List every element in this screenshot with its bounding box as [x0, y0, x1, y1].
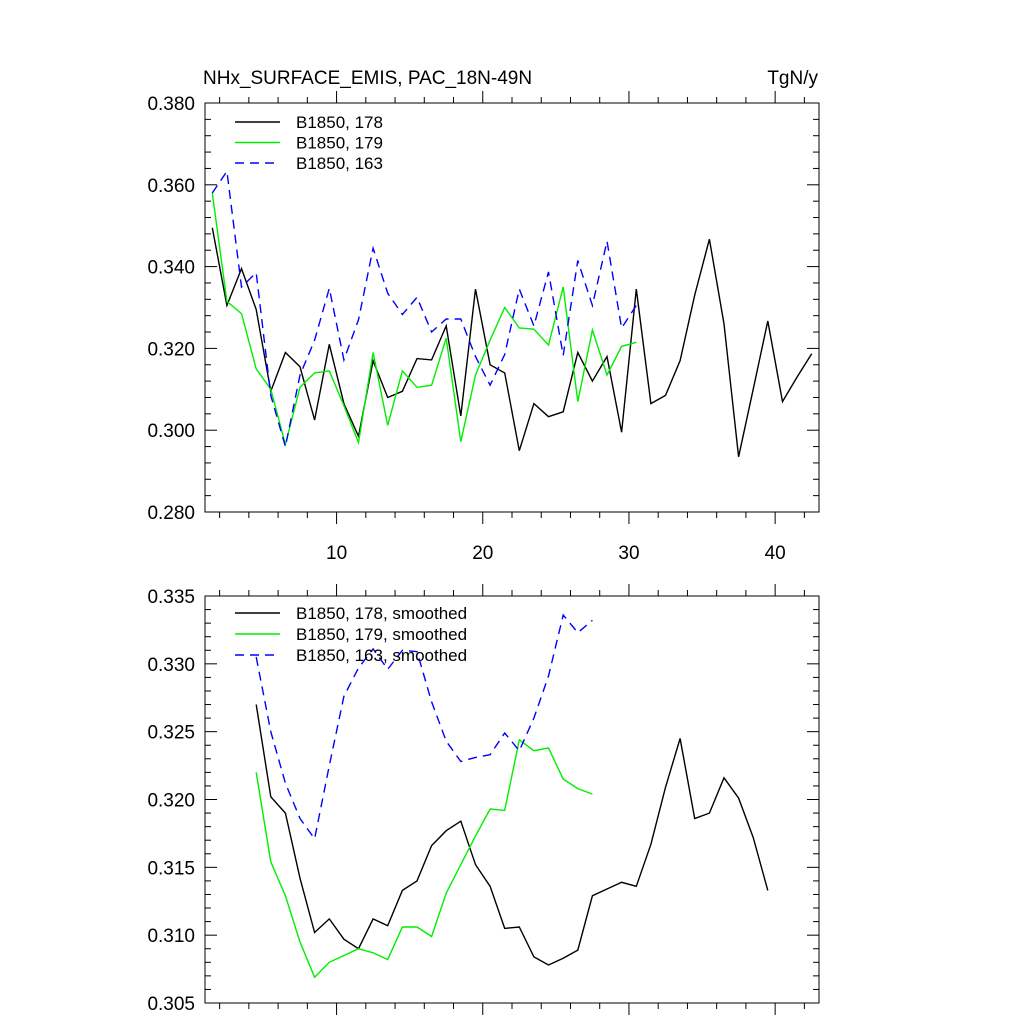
series-line	[211, 227, 813, 457]
top-series-lines	[211, 169, 813, 457]
y-tick-label: 0.320	[147, 791, 195, 812]
y-tick-label: 0.315	[147, 858, 195, 879]
top-axis-ticks: 0.280 0.300 0.320 0.340 0.360 0.380 10 20 30 40	[147, 91, 819, 564]
bottom-panel: 0.305 0.310 0.315 0.320 0.325 0.330 0.335 B185…	[147, 584, 820, 1015]
bottom-series-lines	[255, 613, 769, 979]
legend-label: B1850, 178, smoothed	[296, 604, 467, 623]
chart-title: NHx_SURFACE_EMIS, PAC_18N-49N	[203, 68, 532, 89]
legend-label: B1850, 179	[296, 134, 383, 153]
legend-label: B1850, 163	[296, 154, 383, 173]
top-plot-frame	[204, 102, 820, 513]
legend-label: B1850, 179, smoothed	[296, 625, 467, 644]
legend-label: B1850, 163, smoothed	[296, 646, 467, 665]
bottom-plot-frame	[204, 595, 820, 1004]
series-line	[255, 738, 593, 979]
series-line	[211, 169, 637, 447]
x-tick-label: 30	[618, 543, 639, 564]
y-tick-label: 0.300	[147, 421, 195, 442]
y-tick-label: 0.305	[147, 994, 195, 1015]
y-tick-label: 0.325	[147, 723, 195, 744]
y-tick-label: 0.340	[147, 258, 195, 279]
units-label: TgN/y	[767, 68, 818, 89]
x-tick-label: 40	[765, 543, 786, 564]
x-tick-label: 10	[326, 543, 347, 564]
series-line	[211, 192, 637, 448]
top-panel: NHx_SURFACE_EMIS, PAC_18N-49N TgN/y 0.28…	[147, 68, 820, 564]
y-tick-label: 0.280	[147, 503, 195, 524]
series-line	[255, 704, 769, 966]
y-tick-label: 0.320	[147, 339, 195, 360]
y-tick-label: 0.335	[147, 587, 195, 608]
y-tick-label: 0.360	[147, 176, 195, 197]
x-tick-label: 20	[472, 543, 493, 564]
legend-label: B1850, 178	[296, 113, 383, 132]
y-tick-label: 0.330	[147, 655, 195, 676]
series-line	[255, 613, 593, 841]
bottom-axis-ticks: 0.305 0.310 0.315 0.320 0.325 0.330 0.335	[147, 584, 819, 1015]
y-tick-label: 0.310	[147, 926, 195, 947]
y-tick-label: 0.380	[147, 94, 195, 115]
bottom-legend: B1850, 178, smoothed B1850, 179, smoothed…	[235, 604, 467, 665]
